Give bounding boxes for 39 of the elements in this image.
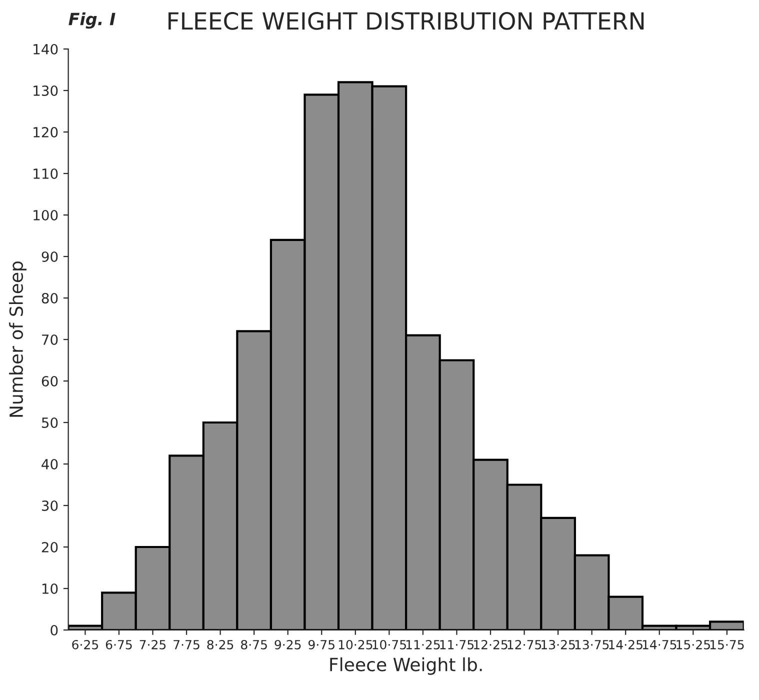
chart-title: FLEECE WEIGHT DISTRIBUTION PATTERN bbox=[168, 12, 644, 30]
x-tick-label: 7·75 bbox=[174, 640, 200, 650]
x-tick-label: 9·75 bbox=[308, 640, 334, 650]
x-tick-label: 15·75 bbox=[710, 640, 744, 650]
x-tick-label: 10·25 bbox=[338, 640, 372, 650]
x-tick-label: 8·75 bbox=[241, 640, 267, 650]
x-tick-label: 14·25 bbox=[609, 640, 642, 650]
text: Fig. I bbox=[68, 12, 116, 29]
y-tick-label: 20 bbox=[42, 542, 58, 552]
x-tick-label: 8·25 bbox=[207, 640, 234, 650]
x-tick-label: 11·25 bbox=[406, 640, 440, 650]
y-axis-title: Number of Sheep bbox=[9, 261, 27, 417]
x-tick-label: 6·25 bbox=[72, 640, 98, 650]
x-tick-label: 9·25 bbox=[274, 640, 301, 650]
y-tick-label: 10 bbox=[42, 583, 58, 594]
y-tick-label: 100 bbox=[34, 210, 58, 220]
x-tick-label: 6·75 bbox=[106, 640, 132, 650]
x-tick-label: 11·75 bbox=[440, 640, 474, 650]
x-tick-label: 13·25 bbox=[542, 640, 575, 650]
x-tick-label: 12·75 bbox=[508, 640, 542, 650]
y-tick-label: 0 bbox=[50, 624, 58, 636]
y-tick-label: 50 bbox=[42, 417, 58, 428]
y-tick-label: 40 bbox=[42, 458, 58, 470]
y-tick-label: 80 bbox=[42, 292, 58, 304]
x-tick-label: 12·25 bbox=[474, 640, 508, 650]
y-tick-label: 120 bbox=[34, 126, 58, 138]
y-tick-label: 30 bbox=[42, 500, 58, 511]
x-tick-label: 13·75 bbox=[575, 640, 609, 650]
y-tick-label: 70 bbox=[42, 334, 58, 345]
y-tick-label: 60 bbox=[42, 376, 58, 386]
y-tick-label: 110 bbox=[34, 168, 58, 179]
x-tick-label: 10·75 bbox=[372, 640, 406, 650]
x-tick-label: 7·25 bbox=[140, 640, 166, 650]
x-tick-label: 14·75 bbox=[642, 640, 676, 650]
y-tick-label: 90 bbox=[42, 251, 58, 262]
y-tick-label: 140 bbox=[34, 44, 58, 54]
x-tick-label: 15·25 bbox=[676, 640, 710, 650]
y-tick-label: 130 bbox=[34, 85, 58, 96]
x-axis-title: Fleece Weight lb. bbox=[330, 657, 482, 675]
